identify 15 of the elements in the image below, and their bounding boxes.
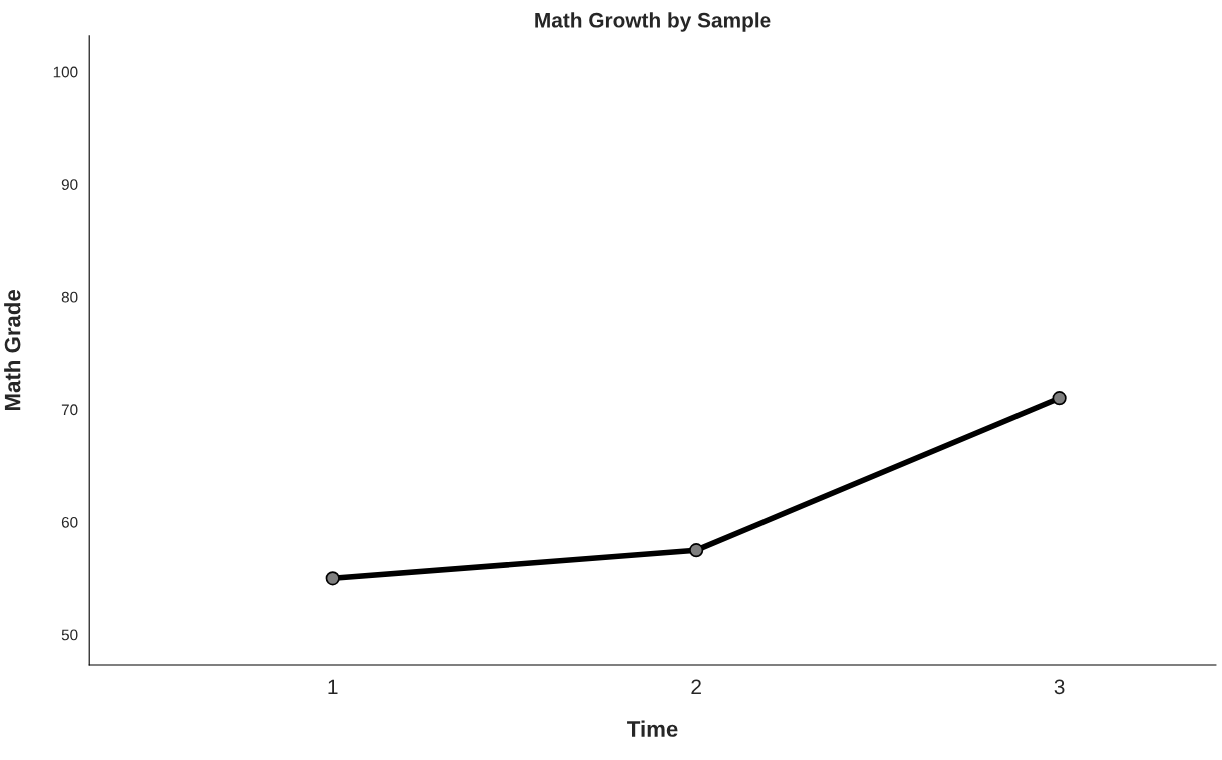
y-tick-label: 100 <box>53 66 78 78</box>
point <box>1052 391 1067 406</box>
x-tick-label: 2 <box>691 679 701 694</box>
x-axis-title: Time <box>627 720 678 737</box>
point <box>325 571 340 586</box>
y-tick-label: 80 <box>61 291 78 303</box>
y-axis-title: Math Grade <box>4 289 21 410</box>
point <box>689 543 704 558</box>
y-tick-label: 70 <box>61 404 78 416</box>
x-tick-label: 1 <box>328 679 338 694</box>
y-tick-label: 60 <box>61 516 78 528</box>
y-tick-label: 50 <box>61 629 78 641</box>
x-tick-label: 3 <box>1054 679 1065 695</box>
chart-title: Math Growth by Sample <box>535 12 771 32</box>
y-tick-label: 90 <box>61 179 78 190</box>
